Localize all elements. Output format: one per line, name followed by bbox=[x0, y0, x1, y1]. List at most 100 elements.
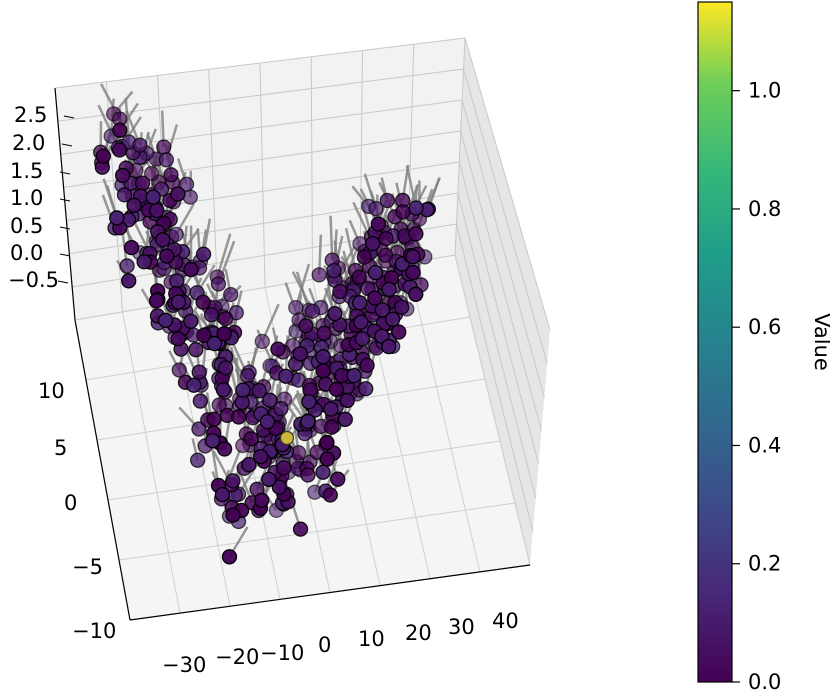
x-tick-label: 30 bbox=[448, 615, 475, 639]
z-tick-mark bbox=[59, 226, 71, 230]
z-tick-label: 2.0 bbox=[12, 131, 45, 155]
scatter-point bbox=[183, 261, 199, 278]
scatter-point bbox=[316, 325, 332, 341]
colorbar bbox=[697, 1, 733, 683]
scatter-point bbox=[204, 433, 221, 449]
scatter-point bbox=[379, 192, 395, 209]
scatter-point bbox=[381, 281, 397, 298]
z-tick-label: −0.5 bbox=[8, 268, 59, 292]
scatter-point bbox=[270, 341, 286, 357]
scatter-point bbox=[156, 139, 172, 155]
scatter-point bbox=[216, 326, 232, 342]
scatter-point bbox=[298, 318, 314, 334]
scatter-point bbox=[109, 210, 125, 226]
grid-line bbox=[463, 68, 548, 364]
scatter-point bbox=[328, 381, 345, 397]
scatter-point bbox=[262, 392, 278, 408]
scatter-point bbox=[217, 311, 234, 327]
scatter-point bbox=[346, 367, 362, 384]
grid-line bbox=[54, 37, 466, 89]
scatter-point bbox=[170, 294, 187, 310]
scatter-point bbox=[221, 549, 238, 565]
scatter-point bbox=[315, 464, 331, 480]
scatter-point bbox=[195, 294, 211, 310]
scatter-point bbox=[182, 189, 198, 205]
scatter-point bbox=[381, 338, 397, 355]
scatter-point bbox=[115, 167, 131, 184]
scatter-point bbox=[315, 363, 331, 379]
scatter-point bbox=[365, 235, 381, 252]
scatter-point bbox=[339, 392, 355, 409]
grid-line bbox=[460, 130, 542, 431]
scatter-point bbox=[330, 471, 346, 487]
scatter-point bbox=[354, 331, 371, 347]
scatter-point bbox=[216, 441, 233, 457]
scatter-point bbox=[132, 137, 148, 153]
z-tick-label: 1.5 bbox=[10, 159, 43, 183]
scatter-point bbox=[186, 377, 202, 393]
grid-line bbox=[259, 62, 266, 288]
z-axis-line bbox=[54, 87, 76, 321]
scatter-point bbox=[332, 283, 348, 300]
scatter-point bbox=[395, 204, 411, 220]
x-tick-label: 0 bbox=[318, 633, 331, 657]
colorbar-tick-label: 0.2 bbox=[748, 552, 781, 576]
z-tick-label: 1.0 bbox=[10, 186, 43, 210]
scatter-point bbox=[327, 305, 343, 322]
scatter-point bbox=[159, 248, 175, 264]
scatter-point bbox=[111, 142, 128, 158]
scatter-point bbox=[170, 186, 186, 202]
z-tick-label: 0.5 bbox=[10, 214, 43, 238]
scatter-point bbox=[225, 507, 241, 523]
scatter-point bbox=[235, 382, 251, 398]
grid-line bbox=[105, 81, 123, 312]
colorbar-tick-label: 0.4 bbox=[748, 433, 781, 457]
scatter-point bbox=[304, 303, 321, 319]
scatter-point bbox=[210, 276, 227, 292]
scatter-point bbox=[243, 431, 259, 447]
scatter-point bbox=[183, 313, 199, 329]
scatter-point bbox=[143, 165, 160, 182]
y-tick-label: 0 bbox=[64, 491, 77, 515]
z-tick-label: 0.0 bbox=[10, 241, 43, 265]
scatter-point bbox=[158, 152, 175, 168]
scatter-point bbox=[192, 393, 208, 409]
scatter-point bbox=[149, 202, 165, 219]
y-tick-label: −5 bbox=[72, 555, 103, 579]
scatter-point bbox=[215, 382, 232, 398]
scatter-point bbox=[326, 262, 342, 279]
scatter-point bbox=[116, 187, 133, 203]
scatter-point bbox=[134, 175, 151, 191]
scatter-point bbox=[358, 381, 374, 397]
scatter-point bbox=[408, 226, 424, 242]
grid-line bbox=[310, 56, 313, 280]
scatter-point bbox=[319, 434, 335, 451]
scatter-point bbox=[311, 267, 327, 283]
grid-line bbox=[208, 69, 218, 296]
x-tick-label: −30 bbox=[162, 653, 206, 677]
colorbar-tick-label: 0.8 bbox=[748, 197, 781, 221]
right-pane bbox=[455, 38, 550, 565]
scatter-point bbox=[301, 394, 317, 410]
scatter-point bbox=[168, 226, 184, 243]
scatter-point bbox=[368, 200, 384, 217]
scatter-point bbox=[367, 290, 383, 306]
grid-line bbox=[454, 37, 466, 256]
scatter-point bbox=[384, 311, 401, 327]
scatter-point bbox=[259, 413, 276, 430]
scatter-point bbox=[206, 335, 223, 352]
scatter-point bbox=[196, 327, 212, 344]
scatter-point bbox=[276, 460, 292, 476]
scatter-point bbox=[356, 249, 373, 265]
grid-line bbox=[464, 37, 551, 331]
scatter-point bbox=[353, 314, 369, 330]
scatter-point bbox=[292, 521, 309, 537]
colorbar-tick-label: 0.6 bbox=[748, 315, 781, 339]
colorbar-ticks: 0.0 0.2 0.4 0.6 0.8 1.0 bbox=[732, 79, 781, 693]
grid-line bbox=[122, 311, 181, 614]
z-tick-label: 2.5 bbox=[14, 103, 47, 127]
scatter-point bbox=[157, 312, 174, 328]
x-tick-label: 40 bbox=[492, 609, 519, 633]
